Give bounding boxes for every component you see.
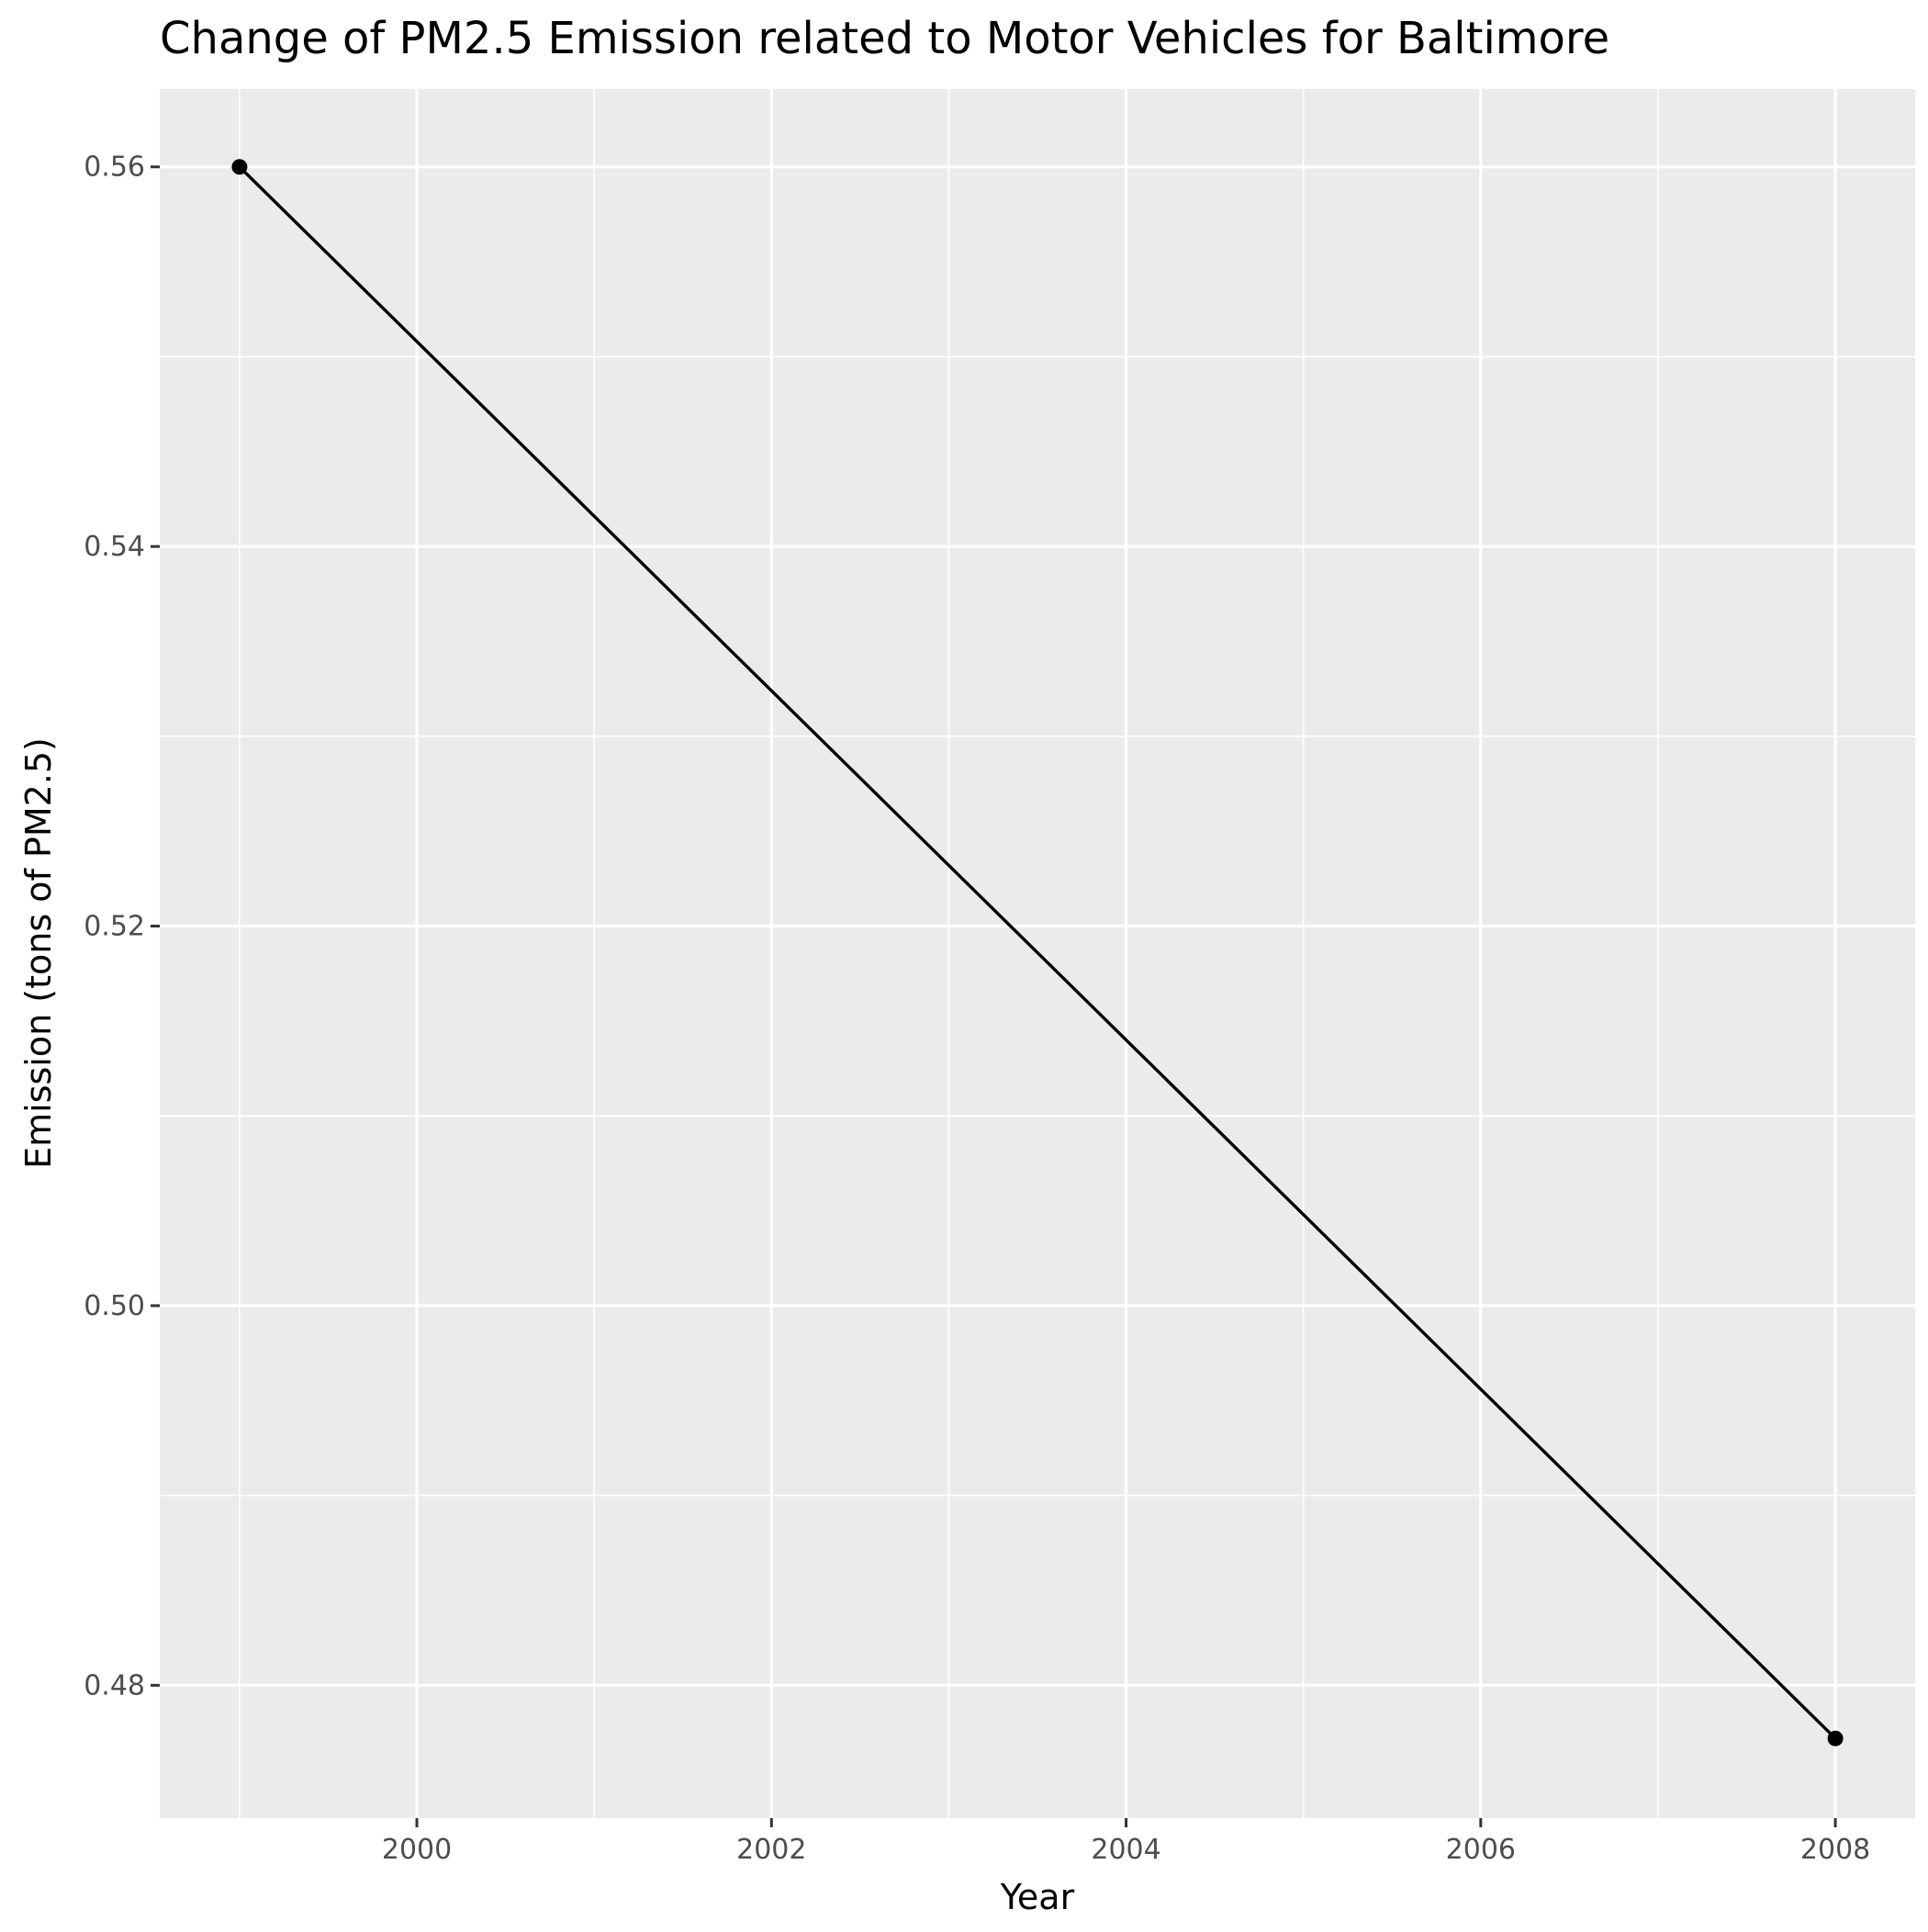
chart-title: Change of PM2.5 Emission related to Moto… (160, 13, 1609, 64)
x-tick-label: 2000 (382, 1834, 452, 1866)
series-line (238, 165, 1837, 1740)
x-axis-title: Year (1000, 1877, 1075, 1917)
x-tick-label: 2002 (736, 1834, 806, 1866)
y-axis-title: Emission (tons of PM2.5) (18, 737, 59, 1169)
major-gridlines (160, 89, 1915, 1818)
minor-gridlines (160, 89, 1915, 1818)
data-point (1827, 1730, 1844, 1747)
data-point (231, 159, 248, 175)
x-tick-label: 2006 (1446, 1834, 1516, 1866)
y-tick-label: 0.48 (84, 1669, 145, 1702)
y-tick-label: 0.52 (84, 911, 145, 943)
series-layer (231, 159, 1844, 1747)
y-tick-label: 0.56 (84, 152, 145, 184)
y-tick-label: 0.54 (84, 531, 145, 563)
x-tick-label: 2004 (1091, 1834, 1160, 1866)
x-axis: 2000 2002 2004 2006 2008 (382, 1818, 1870, 1866)
y-axis: 0.48 0.50 0.52 0.54 0.56 (84, 152, 160, 1702)
y-tick-label: 0.50 (84, 1290, 145, 1322)
x-tick-label: 2008 (1800, 1834, 1870, 1866)
